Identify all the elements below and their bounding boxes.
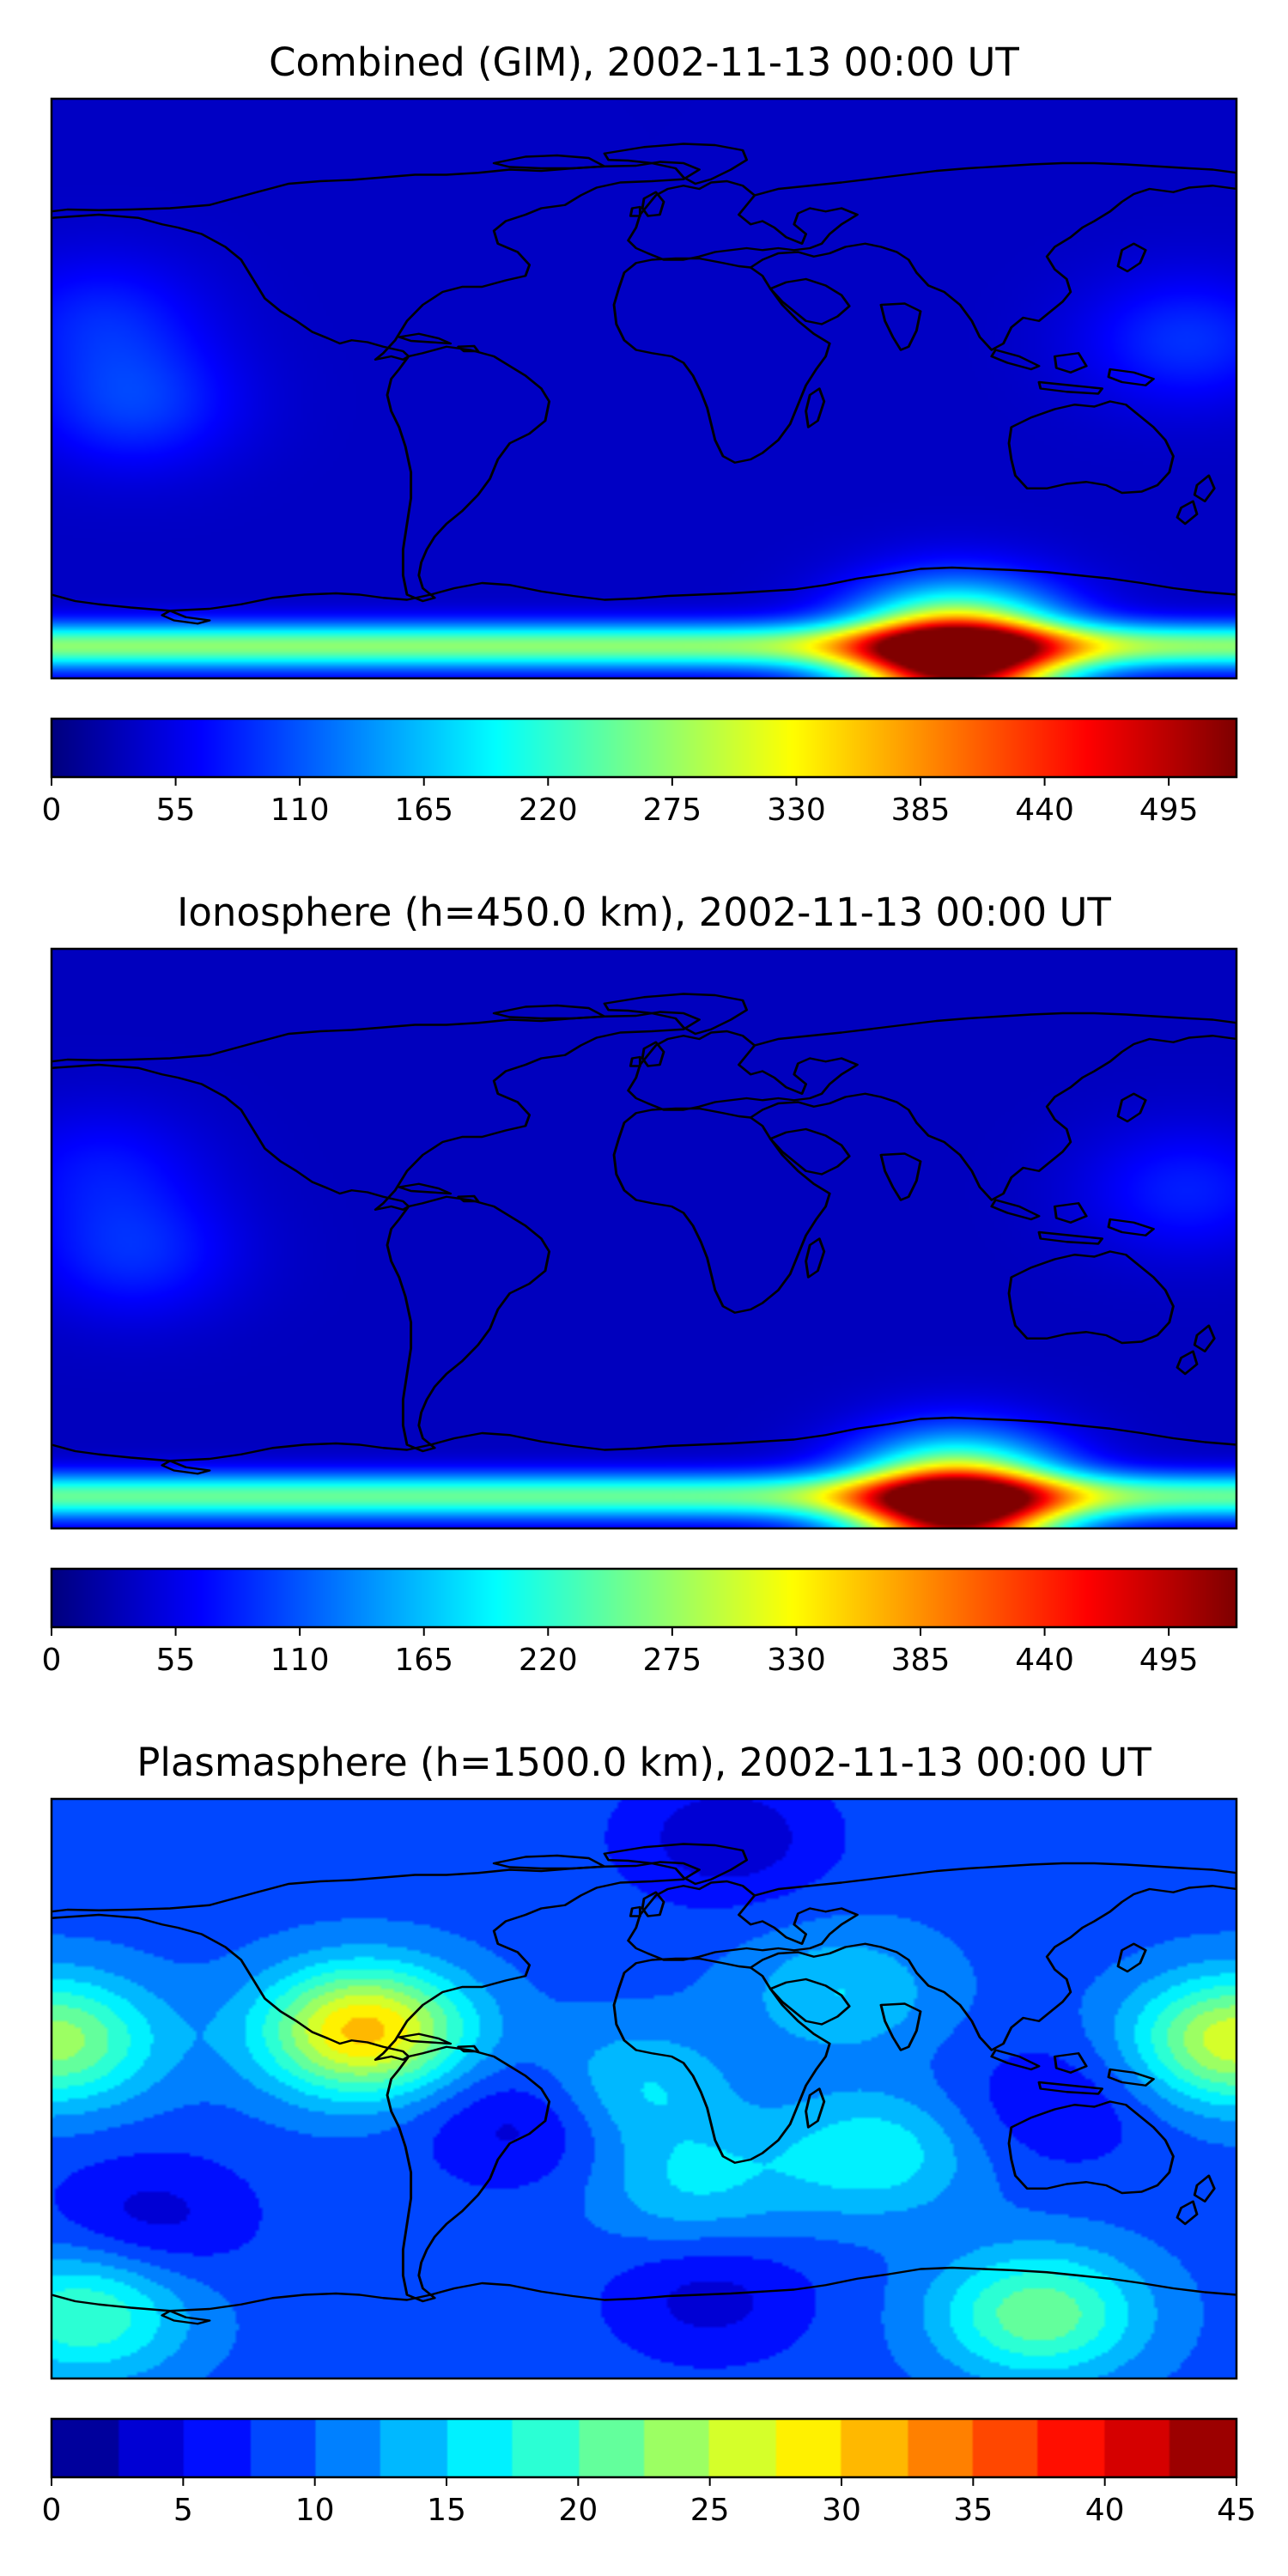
colorbar-frame [50, 2417, 1238, 2479]
colorbar-tick-label: 495 [1139, 1643, 1199, 1678]
colorbar-tick-label: 5 [173, 2493, 193, 2528]
colorbar-gradient [52, 719, 1236, 777]
heatmap-field [52, 99, 1236, 678]
colorbar-tick-label: 10 [295, 2493, 335, 2528]
colorbar-tick-label: 440 [1015, 793, 1074, 828]
colorbar-tick-label: 110 [270, 1643, 330, 1678]
colorbar-gradient [52, 2419, 1236, 2477]
colorbar-tick-label: 30 [822, 2493, 861, 2528]
colorbar-plasmasphere: 0 5 10 15 20 25 30 35 40 45 [42, 2417, 1256, 2528]
colorbar-tick-label: 55 [156, 1643, 196, 1678]
colorbar-ticks: 0 55 110 165 220 275 330 385 440 495 [42, 777, 1199, 828]
colorbar-tick-label: 0 [42, 793, 62, 828]
colorbar-tick-label: 35 [953, 2493, 993, 2528]
colorbar-frame [50, 717, 1238, 779]
panel-title: Ionosphere (h=450.0 km), 2002-11-13 00:0… [177, 890, 1111, 935]
colorbar-ticks: 0 55 110 165 220 275 330 385 440 495 [42, 1627, 1199, 1678]
map-panel-combined [50, 97, 1238, 680]
colorbar-tick-label: 440 [1015, 1643, 1074, 1678]
colorbar-combined: 0 55 110 165 220 275 330 385 440 495 [42, 717, 1238, 828]
colorbar-tick-label: 220 [519, 1643, 578, 1678]
map-panel-ionosphere [50, 947, 1238, 1530]
colorbar-tick-label: 330 [767, 793, 826, 828]
colorbar-tick-label: 25 [690, 2493, 730, 2528]
colorbar-tick-label: 165 [394, 793, 453, 828]
colorbar-tick-label: 15 [427, 2493, 466, 2528]
colorbar-tick-label: 275 [642, 1643, 702, 1678]
colorbar-tick-label: 110 [270, 793, 330, 828]
colorbar-tick-label: 495 [1139, 793, 1199, 828]
panel-title: Plasmasphere (h=1500.0 km), 2002-11-13 0… [137, 1740, 1151, 1785]
heatmap-field [52, 1799, 1236, 2379]
panel-title: Combined (GIM), 2002-11-13 00:00 UT [269, 39, 1019, 85]
heatmap-field [52, 949, 1236, 1528]
map-panel-plasmasphere [50, 1797, 1238, 2380]
colorbar-tick-label: 0 [42, 1643, 62, 1678]
colorbar-ionosphere: 0 55 110 165 220 275 330 385 440 495 [42, 1567, 1238, 1678]
colorbar-frame [50, 1567, 1238, 1629]
colorbar-tick-label: 275 [642, 793, 702, 828]
colorbar-tick-label: 385 [891, 793, 951, 828]
colorbar-tick-label: 55 [156, 793, 196, 828]
colorbar-tick-label: 330 [767, 1643, 826, 1678]
colorbar-tick-label: 20 [558, 2493, 598, 2528]
colorbar-gradient [52, 1569, 1236, 1627]
map-frame [50, 947, 1238, 1530]
colorbar-tick-label: 40 [1085, 2493, 1125, 2528]
colorbar-tick-label: 385 [891, 1643, 951, 1678]
colorbar-ticks: 0 5 10 15 20 25 30 35 40 45 [42, 2477, 1256, 2528]
colorbar-tick-label: 0 [42, 2493, 62, 2528]
colorbar-tick-label: 220 [519, 793, 578, 828]
map-frame [50, 1797, 1238, 2380]
map-frame [50, 97, 1238, 680]
colorbar-tick-label: 165 [394, 1643, 453, 1678]
colorbar-tick-label: 45 [1217, 2493, 1256, 2528]
